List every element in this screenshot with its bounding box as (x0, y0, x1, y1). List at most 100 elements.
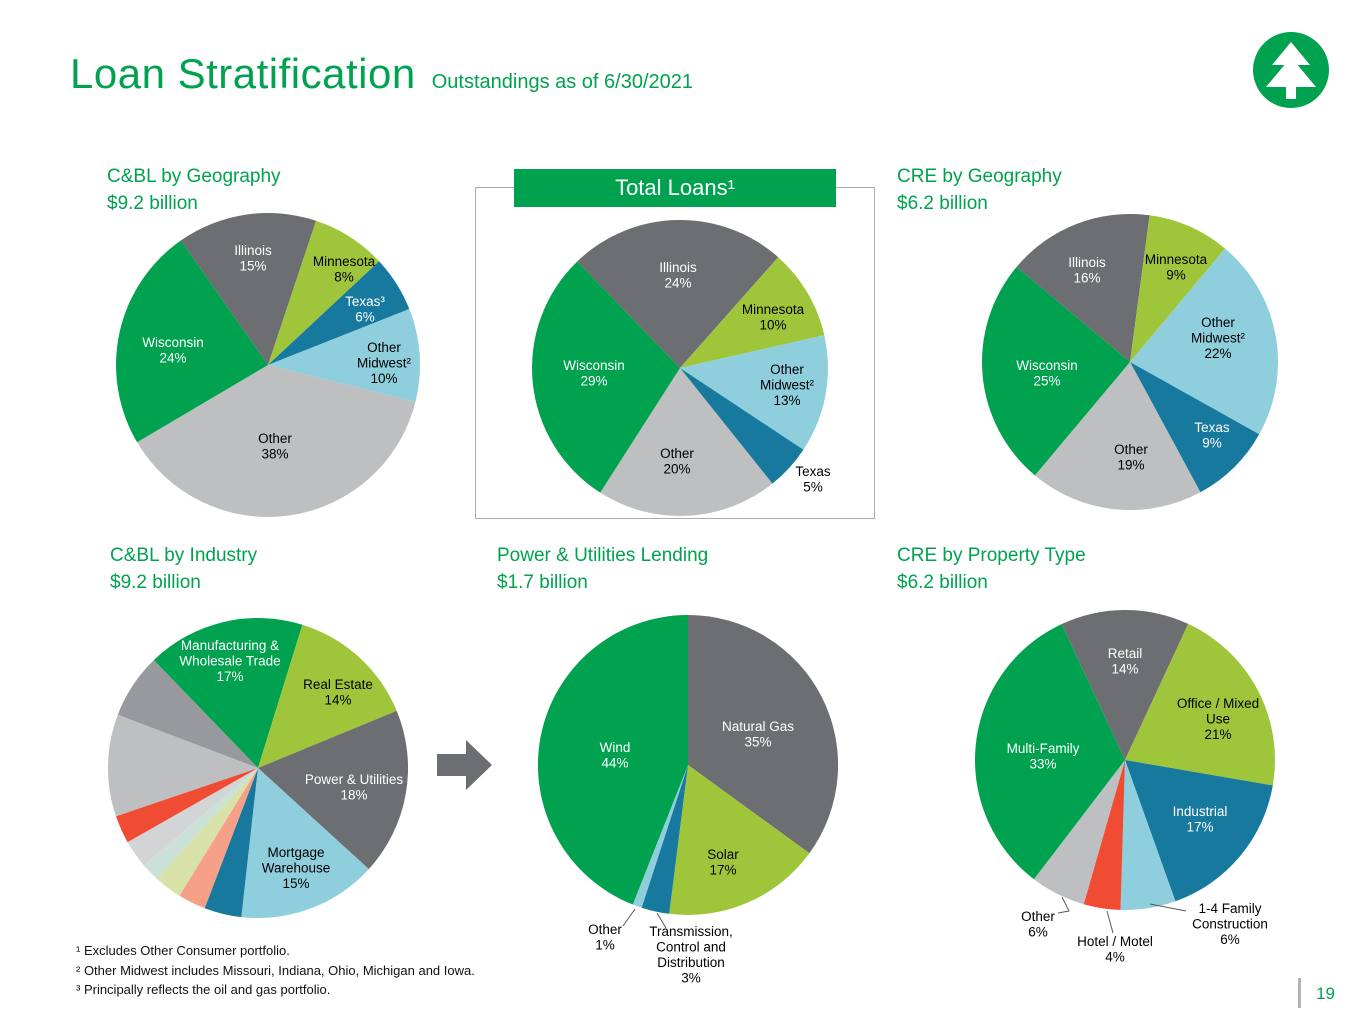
logo-tree-bottom (1266, 57, 1316, 99)
pie-svg-total-loans: Illinois 24% Minnesota 10% Other Midwest² 13% T… (532, 219, 831, 516)
pie-label-other: Other 20% (660, 446, 694, 477)
pie-label-illinois: Illinois 24% (659, 260, 697, 291)
logo-svg (1253, 32, 1329, 108)
pie-slice-other-midwest (1130, 248, 1279, 435)
pie-chart-cbl-geography: Illinois 15% Minnesota 8% Texas³ 6% Other Midwe… (103, 200, 433, 535)
pie-slice-texas (268, 261, 410, 365)
pie-slice-unlabeled-7 (108, 714, 258, 817)
pie-label-other: Other Midwest² 13% (760, 362, 815, 408)
pie-slice-other (1034, 362, 1201, 511)
chart-title-cbl-geography: C&BL by Geography $9.2 billion (107, 163, 281, 217)
pie-slice-mortgage-warehouse (241, 768, 369, 919)
pie-label-texas: Texas³ 6% (345, 294, 385, 325)
pie-slice-other-midwest (680, 335, 828, 450)
pie-label-illinois: Illinois 16% (1068, 255, 1106, 286)
pie-svg-cre-geography: Illinois 16% Minnesota 9% Other Midwest² 22% Te… (982, 213, 1279, 511)
pie-slice-real-estate (258, 624, 397, 768)
pie-slice-power-utilities (258, 710, 409, 870)
logo-tree-top (1272, 42, 1310, 65)
pie-label-manufacturing: Manufacturing & Wholesale Trade 17% (179, 638, 280, 684)
pie-slice-unlabeled-6 (116, 768, 258, 843)
pie-label-power-utilities: Power & Utilities 18% (305, 772, 404, 803)
pie-slice-wisconsin (532, 261, 680, 493)
chart-subtitle-text: $9.2 billion (107, 193, 198, 214)
chart-title-cre-property: CRE by Property Type $6.2 billion (897, 542, 1086, 596)
footnote-1: ¹ Excludes Other Consumer portfolio. (76, 943, 290, 958)
pie-chart-cre-geography: Illinois 16% Minnesota 9% Other Midwest² 22% Te… (965, 197, 1295, 532)
pie-slice-other (600, 368, 773, 516)
pie-slice-solar (669, 765, 810, 915)
pie-label-other: Other 6% (1021, 909, 1055, 940)
pie-label-natural-gas: Natural Gas 35% (722, 719, 794, 750)
pie-label-other: Other 1% (588, 922, 622, 953)
page-number: 19 (1316, 984, 1335, 1003)
pie-slice-minnesota (1130, 215, 1226, 362)
bank-logo-icon (1251, 30, 1331, 110)
pie-label-other: Other Midwest² 22% (1191, 315, 1246, 361)
pie-slice-illinois (1016, 213, 1150, 362)
arrow-svg (437, 740, 492, 790)
total-loans-banner: Total Loans¹ (514, 169, 836, 207)
pie-slice-retail (1061, 609, 1189, 760)
pie-slice-manufacturing-wholesale-trade (153, 617, 303, 768)
pie-label-illinois: Illinois 15% (234, 243, 272, 274)
pie-slice-wind (537, 615, 688, 905)
chart-title-text: C&BL by Industry (110, 545, 258, 566)
pie-slice-texas (1130, 362, 1260, 493)
pie-slice-minnesota (268, 220, 380, 365)
pie-svg-cbl-geography: Illinois 15% Minnesota 8% Texas³ 6% Other Midwe… (116, 212, 421, 517)
pie-slice-unlabeled-8 (117, 660, 258, 768)
pie-chart-total-loans: Illinois 24% Minnesota 10% Other Midwest² 13% T… (510, 198, 850, 543)
pie-slice-unlabeled-3 (156, 768, 258, 896)
pie-label-texas: Texas 5% (795, 464, 831, 495)
right-arrow-icon (436, 737, 494, 793)
pie-slice-industrial (1125, 760, 1273, 902)
footnote-3: ³ Principally reflects the oil and gas p… (76, 982, 331, 997)
pie-label-texas: Texas 9% (1194, 420, 1230, 451)
pie-label-retail: Retail 14% (1108, 646, 1143, 677)
chart-title-text: CRE by Geography (897, 166, 1062, 187)
page-number-divider (1298, 978, 1301, 1008)
arrow-shape (437, 740, 492, 790)
pie-slice-other (137, 365, 416, 517)
pie-label-multi-family: Multi-Family 33% (1007, 741, 1080, 772)
leader-line-other (1057, 896, 1070, 914)
page-subtitle: Outstandings as of 6/30/2021 (431, 71, 694, 93)
pie-slice-illinois (577, 219, 779, 368)
pie-slice-natural-gas (688, 615, 839, 854)
chart-title-text: C&BL by Geography (107, 166, 281, 187)
leader-line-transmission (656, 912, 667, 929)
pie-label-office-mixed: Office / Mixed Use 21% (1177, 696, 1259, 742)
pie-slice-transmission-control-and-distribution (641, 765, 688, 914)
pie-label-solar: Solar 17% (707, 847, 739, 878)
pie-slice-texas (680, 368, 804, 484)
pie-label-industrial: Industrial 17% (1173, 804, 1228, 835)
pie-label-other: Other 38% (258, 431, 292, 462)
pie-slice-unlabeled-4 (143, 768, 258, 879)
chart-subtitle-text: $6.2 billion (897, 572, 988, 593)
pie-slice-hotel-motel (1083, 760, 1125, 910)
pie-slice-minnesota (680, 257, 825, 368)
pie-label-real-estate: Real Estate 14% (303, 677, 373, 708)
pie-slice-wisconsin (982, 266, 1130, 476)
chart-title-text: Power & Utilities Lending (497, 545, 709, 566)
footnotes: ¹ Excludes Other Consumer portfolio. ² O… (76, 941, 475, 1000)
chart-title-cbl-industry: C&BL by Industry $9.2 billion (110, 542, 257, 596)
pie-slice-unlabeled-2 (179, 768, 258, 909)
chart-title-power-utilities: Power & Utilities Lending $1.7 billion (497, 542, 708, 596)
pie-label-other: Other 19% (1114, 442, 1148, 473)
pie-chart-cre-property: Retail 14% Office / Mixed Use 21% Industrial 1… (925, 600, 1325, 1024)
pie-slice-illinois (180, 212, 317, 365)
chart-subtitle-text: $9.2 billion (110, 572, 201, 593)
pie-svg-power-utilities: Natural Gas 35% Solar 17% Transmission, Contr… (537, 615, 839, 986)
pie-label-wind: Wind 44% (600, 740, 631, 771)
pie-slice-office-mixed-use (1125, 623, 1275, 786)
pie-svg-cbl-industry: Manufacturing & Wholesale Trade 17% Real Es… (108, 617, 409, 919)
chart-subtitle-text: $6.2 billion (897, 193, 988, 214)
pie-svg-cre-property: Retail 14% Office / Mixed Use 21% Industrial 1… (975, 609, 1275, 965)
pie-label-1-4-family: 1-4 Family Construction 6% (1192, 901, 1268, 947)
pie-slice-other (632, 765, 688, 908)
leader-line-other (622, 908, 636, 927)
leader-line-1-4-family (1149, 903, 1187, 912)
pie-slice-multi-family (975, 624, 1125, 880)
